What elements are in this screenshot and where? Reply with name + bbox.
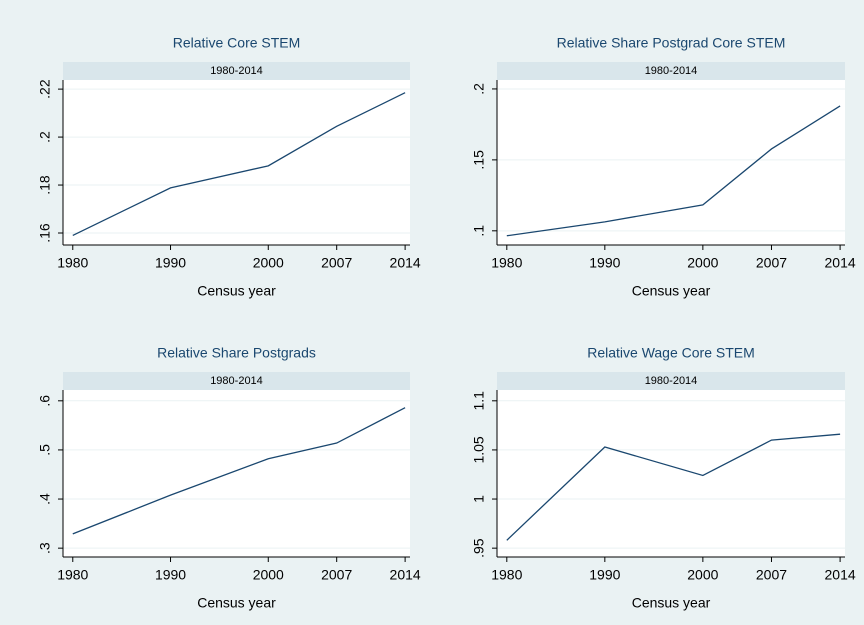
y-tick-label: .2: [471, 83, 487, 95]
x-tick-label: 2000: [253, 255, 284, 271]
x-tick-label: 2007: [321, 567, 352, 583]
y-tick-label: .2: [37, 131, 53, 143]
x-tick-label: 2014: [390, 255, 421, 271]
x-tick-label: 1990: [589, 255, 620, 271]
data-line: [506, 105, 841, 237]
x-tick-label: 2014: [825, 567, 856, 583]
y-tick-label: .6: [37, 395, 53, 407]
x-tick-label: 2014: [390, 567, 421, 583]
data-line: [506, 433, 841, 541]
x-tick-label: 1980: [57, 567, 88, 583]
strip: [497, 62, 845, 80]
y-tick-label: .15: [471, 150, 487, 170]
plot-area: [497, 80, 845, 245]
panel-title: Relative Wage Core STEM: [587, 345, 755, 361]
plot-area: [497, 390, 845, 557]
x-axis-label: Census year: [197, 283, 276, 299]
x-tick-label: 2014: [825, 255, 856, 271]
strip: [497, 372, 845, 390]
plot-area: [63, 80, 410, 245]
panel-subtitle: 1980-2014: [210, 65, 263, 77]
y-tick-label: 1.1: [471, 391, 487, 411]
panel-subtitle: 1980-2014: [210, 375, 263, 387]
x-tick-label: 2000: [253, 567, 284, 583]
plot-area: [63, 390, 410, 557]
x-tick-label: 2007: [756, 255, 787, 271]
x-axis-label: Census year: [632, 283, 711, 299]
data-line: [72, 407, 406, 535]
y-tick-label: .22: [37, 79, 53, 99]
y-tick-label: 1.05: [471, 436, 487, 463]
x-axis-label: Census year: [197, 595, 276, 611]
x-tick-label: 1980: [491, 567, 522, 583]
y-tick-label: .1: [471, 225, 487, 237]
data-line: [72, 92, 406, 236]
x-tick-label: 1980: [491, 255, 522, 271]
y-tick-label: 1: [471, 495, 487, 503]
panel-subtitle: 1980-2014: [645, 65, 698, 77]
panel-title: Relative Share Postgrads: [157, 345, 316, 361]
strip: [63, 62, 410, 80]
y-tick-label: .95: [471, 538, 487, 558]
y-tick-label: .16: [37, 223, 53, 243]
x-tick-label: 2007: [756, 567, 787, 583]
x-tick-label: 2000: [687, 255, 718, 271]
y-tick-label: .18: [37, 175, 53, 195]
panel-title: Relative Core STEM: [173, 35, 301, 51]
panel-subtitle: 1980-2014: [645, 375, 698, 387]
y-tick-label: .3: [37, 542, 53, 554]
panel-title: Relative Share Postgrad Core STEM: [557, 35, 786, 51]
x-tick-label: 1990: [155, 255, 186, 271]
y-tick-label: .5: [37, 444, 53, 456]
x-tick-label: 2007: [321, 255, 352, 271]
x-axis-label: Census year: [632, 595, 711, 611]
x-tick-label: 2000: [687, 567, 718, 583]
x-tick-label: 1990: [155, 567, 186, 583]
strip: [63, 372, 410, 390]
x-tick-label: 1990: [589, 567, 620, 583]
y-tick-label: .4: [37, 493, 53, 505]
x-tick-label: 1980: [57, 255, 88, 271]
